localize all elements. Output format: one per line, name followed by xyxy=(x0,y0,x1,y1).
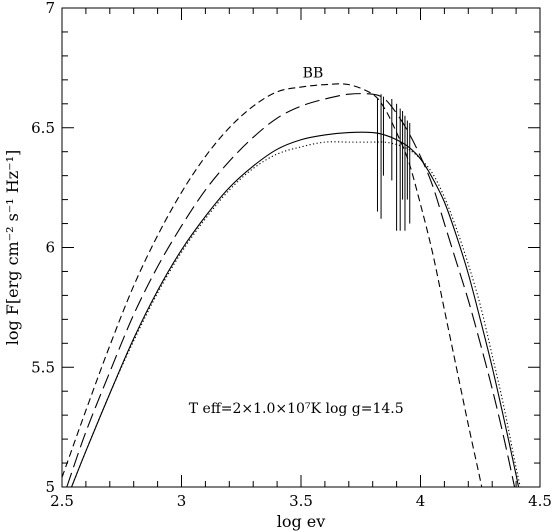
y-tick-label: 6 xyxy=(45,239,55,257)
curves-layer xyxy=(62,83,521,487)
ticks-layer xyxy=(61,7,541,488)
annotation-teff: T eff=2×1.0×10⁷K log g=14.5 xyxy=(189,401,404,417)
x-tick-label: 4 xyxy=(416,492,426,510)
series-line-long-dash xyxy=(66,93,516,487)
y-tick-label: 7 xyxy=(45,0,55,17)
series-line-solid xyxy=(71,131,520,487)
y-axis-title: log F[erg cm⁻² s⁻¹ Hz⁻¹] xyxy=(3,150,22,346)
annotation-bb: BB xyxy=(303,65,324,81)
absorption-lines-layer xyxy=(376,94,411,231)
y-tick-label: 5 xyxy=(45,478,55,496)
y-tick-label: 6.5 xyxy=(31,119,55,137)
x-tick-label: 3.5 xyxy=(289,492,313,510)
series-line-short-dash xyxy=(62,83,483,487)
y-tick-label: 5.5 xyxy=(31,358,55,376)
tick-labels-layer: 2.5 3 3.5 4 4.5 5 5.5 6 6.5 7 xyxy=(31,0,552,510)
x-tick-label: 2.5 xyxy=(50,492,74,510)
x-tick-label: 3 xyxy=(177,492,187,510)
x-axis-title: log ev xyxy=(277,512,326,531)
x-tick-label: 4.5 xyxy=(528,492,552,510)
